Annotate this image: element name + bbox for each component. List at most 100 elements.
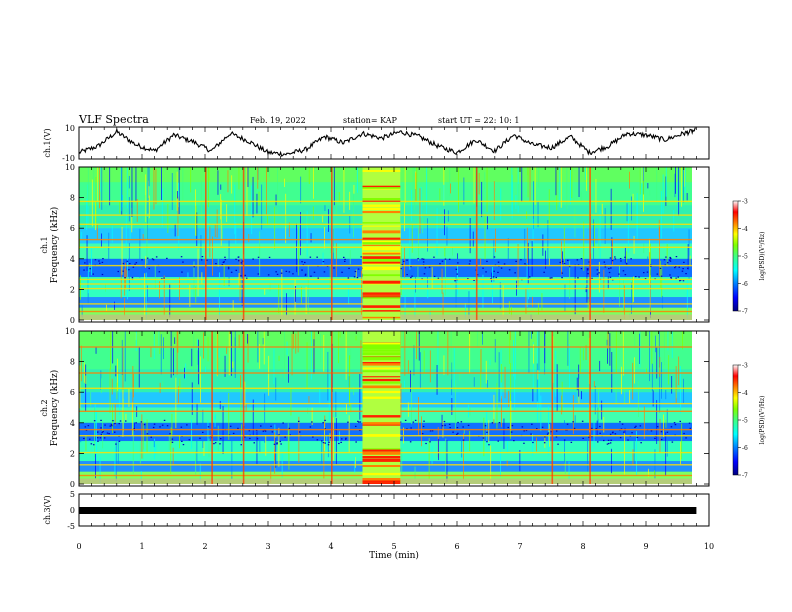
spectrogram-speckle [161,424,164,426]
burst-stripe [362,185,401,188]
spectrogram-texture [200,180,202,219]
spectrogram-speckle [132,266,135,268]
spectrogram-texture [426,167,428,214]
spectrogram-speckle [275,271,277,273]
spectrogram-speckle [403,260,405,262]
spectrogram-texture [517,183,519,206]
spectrogram-texture [311,331,312,380]
spectrogram-texture [667,331,669,351]
spectrogram-texture [402,183,404,217]
spectrogram-texture [217,258,219,267]
spectrogram-speckle [599,425,601,428]
spectrogram-speckle [639,425,642,427]
spectrogram-texture [159,281,160,299]
spectrogram-texture [441,414,443,430]
spectrogram-speckle [256,438,259,440]
spectrogram-speckle [469,260,471,262]
spectrogram-speckle [659,267,662,269]
spectrogram-texture [641,167,643,184]
spectrogram-texture [322,215,324,223]
spectrogram-texture [257,167,259,189]
spectrogram-speckle [262,430,265,432]
spectrogram-texture [209,226,211,258]
burst-stripe [362,296,401,299]
spectrogram-texture [231,433,233,479]
spectrogram-texture [339,431,340,444]
spectrogram-texture [694,437,695,453]
spectrogram-texture [485,360,487,384]
spectrogram-speckle [180,426,183,428]
spectrogram-speckle [644,278,647,280]
spectrogram-speckle [248,430,251,432]
spectrogram-speckle [280,443,282,445]
spectrogram-speckle [240,444,242,446]
spectrogram-texture [139,228,141,278]
spectrogram-speckle [491,422,494,424]
spectrogram-texture [241,260,243,307]
spectrogram-speckle [582,437,584,439]
spectrogram-speckle [609,433,612,435]
burst-stripe [362,256,401,259]
spectrogram-texture [198,339,199,385]
spectrogram-texture [615,331,617,374]
spectrogram-texture [507,238,509,263]
spectrogram-texture [99,167,100,209]
spectrogram-texture [266,167,267,215]
spectrogram-texture [228,331,230,376]
spectrogram-texture [632,362,634,400]
spectrogram-speckle [414,419,417,421]
spectrogram-speckle [99,437,102,439]
spectrogram-texture [511,182,513,212]
spectrogram-speckle [422,425,425,428]
spectrogram-speckle [316,256,318,258]
spectrogram-speckle [344,258,346,260]
spectrogram-texture [191,419,192,449]
spectrogram-texture [292,331,294,349]
spectrogram-texture [451,398,453,415]
spectrogram-texture [639,167,641,195]
spectrogram-texture [436,208,438,256]
spectrogram-texture [172,447,174,466]
spectrogram-texture [212,236,213,276]
spectrogram-texture [599,209,601,259]
spectrogram-speckle [276,443,278,445]
burst-stripe [362,280,401,284]
spectrogram-speckle [355,441,357,443]
spectrogram-speckle [135,262,138,264]
spectrogram-speckle [670,258,672,260]
spectrogram-speckle [355,425,357,427]
spectrogram-speckle [89,438,91,440]
spectrogram-texture [355,457,356,468]
spectrogram-speckle [347,277,350,279]
spectrogram-texture [195,189,196,236]
spectrogram-texture [509,331,511,340]
spectrogram-speckle [656,273,659,275]
spectrogram-texture [420,187,422,218]
spectrogram-speckle [201,256,204,258]
spectrogram-texture [696,253,697,294]
spectrogram-texture [136,199,138,222]
spectrogram-texture [439,188,441,201]
spectrogram-texture [196,212,198,246]
spectrogram-texture [197,248,199,297]
spectrogram-speckle [433,256,435,258]
spectrogram-speckle [543,442,546,444]
spectrogram-texture [684,167,686,194]
x-tick-label: 9 [643,542,648,551]
spectrogram-texture [278,427,280,467]
spectrogram-texture [524,228,526,264]
burst-stripe [362,244,401,246]
spectrogram-speckle [670,277,673,279]
spectrogram-speckle [356,277,359,279]
spectrogram-speckle [515,260,517,262]
spectrogram-texture [588,185,590,226]
spectrogram-texture [95,347,97,354]
spectrogram-texture [102,180,104,187]
spectrogram-texture [259,437,261,453]
spectrogram-texture [603,269,605,313]
spectrogram-speckle [316,439,319,441]
spectrogram-texture [444,246,446,296]
spectrogram-texture [112,404,113,434]
spectrogram-texture [671,331,673,359]
spectrogram-texture [684,167,686,187]
